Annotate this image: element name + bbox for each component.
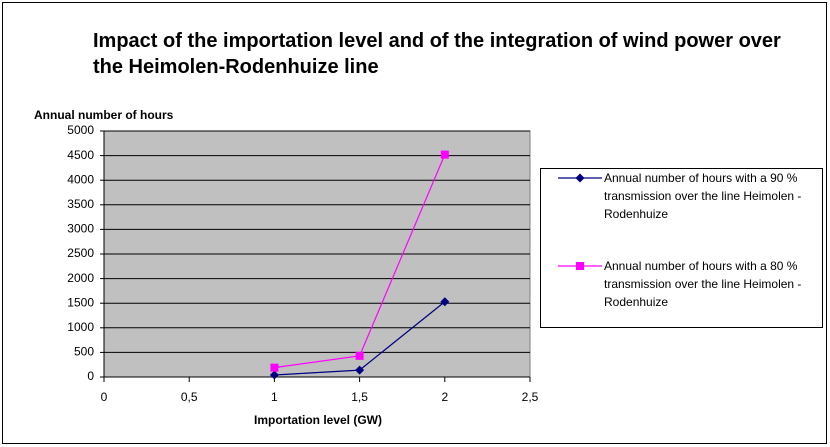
y-tick-label: 4500	[67, 148, 94, 162]
x-tick-label: 2	[441, 390, 448, 404]
y-axis-label: Annual number of hours	[34, 108, 174, 122]
y-tick-label: 4000	[67, 172, 94, 186]
y-tick-label: 1500	[67, 295, 94, 309]
chart-title: Impact of the importation level and of t…	[93, 30, 781, 78]
x-tick-label: 2,5	[522, 390, 539, 404]
data-point	[355, 351, 364, 360]
x-tick-label: 1	[271, 390, 278, 404]
y-tick-label: 0	[87, 369, 94, 383]
y-tick-label: 2000	[67, 271, 94, 285]
y-tick-label: 5000	[67, 123, 94, 137]
legend-marker	[575, 173, 585, 183]
x-tick-label: 1,5	[351, 390, 368, 404]
legend-label: Annual number of hours with a 90 % trans…	[604, 171, 802, 221]
legend-box	[540, 168, 823, 328]
x-tick-label: 0,5	[181, 390, 198, 404]
x-tick-label: 0	[101, 390, 108, 404]
y-tick-label: 3500	[67, 197, 94, 211]
y-tick-label: 3000	[67, 222, 94, 236]
x-axis-label: Importation level (GW)	[253, 413, 382, 427]
data-point	[440, 297, 450, 307]
data-point	[355, 365, 365, 375]
legend-label: Annual number of hours with a 80 % trans…	[604, 259, 802, 309]
y-tick-label: 2500	[67, 246, 94, 260]
data-point	[269, 370, 279, 380]
y-tick-label: 500	[74, 345, 94, 359]
data-point	[270, 363, 279, 372]
data-point	[440, 150, 449, 159]
y-tick-label: 1000	[67, 320, 94, 334]
legend-marker	[576, 262, 584, 270]
